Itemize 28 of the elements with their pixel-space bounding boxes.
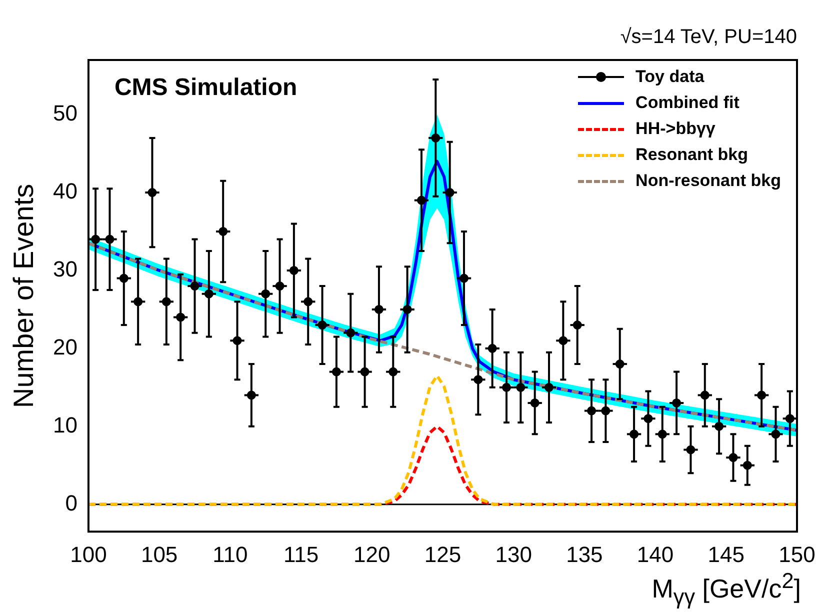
line-series xyxy=(88,242,797,432)
x-tick-label: 130 xyxy=(495,542,532,567)
x-tick-label: 135 xyxy=(566,542,603,567)
x-tick-label: 150 xyxy=(778,542,816,567)
y-tick-label: 0 xyxy=(65,490,78,516)
legend-label: Combined fit xyxy=(636,92,740,114)
x-tick-label: 125 xyxy=(424,542,462,567)
y-tick-label: 50 xyxy=(52,100,78,126)
y-tick-label: 10 xyxy=(52,412,78,438)
y-tick-label: 40 xyxy=(52,178,78,204)
legend-label: HH->bbγγ xyxy=(636,118,716,140)
text: √s=14 TeV, PU=140 xyxy=(620,26,797,49)
x-tick-label: 100 xyxy=(70,542,107,567)
legend-label: Non-resonant bkg xyxy=(636,170,781,192)
x-tick-label: 120 xyxy=(354,542,390,567)
line-series xyxy=(88,374,797,506)
x-tick-label: 105 xyxy=(140,542,178,567)
x-axis-title: M$_{γγ}$ [GeV/c$^{2}$] xyxy=(652,568,801,610)
y-tick-label: 30 xyxy=(52,256,78,282)
legend-label: Toy data xyxy=(636,66,704,88)
y-tick-label: 20 xyxy=(52,334,78,360)
x-tick-label: 145 xyxy=(708,542,745,567)
x-tick-label: 140 xyxy=(636,542,674,567)
legend-label: Resonant bkg xyxy=(636,144,748,166)
x-tick-label: 115 xyxy=(283,542,319,567)
annotation: CMS Simulation xyxy=(114,74,298,102)
y-axis-title: Number of Events xyxy=(8,184,40,408)
x-tick-label: 110 xyxy=(212,542,248,567)
